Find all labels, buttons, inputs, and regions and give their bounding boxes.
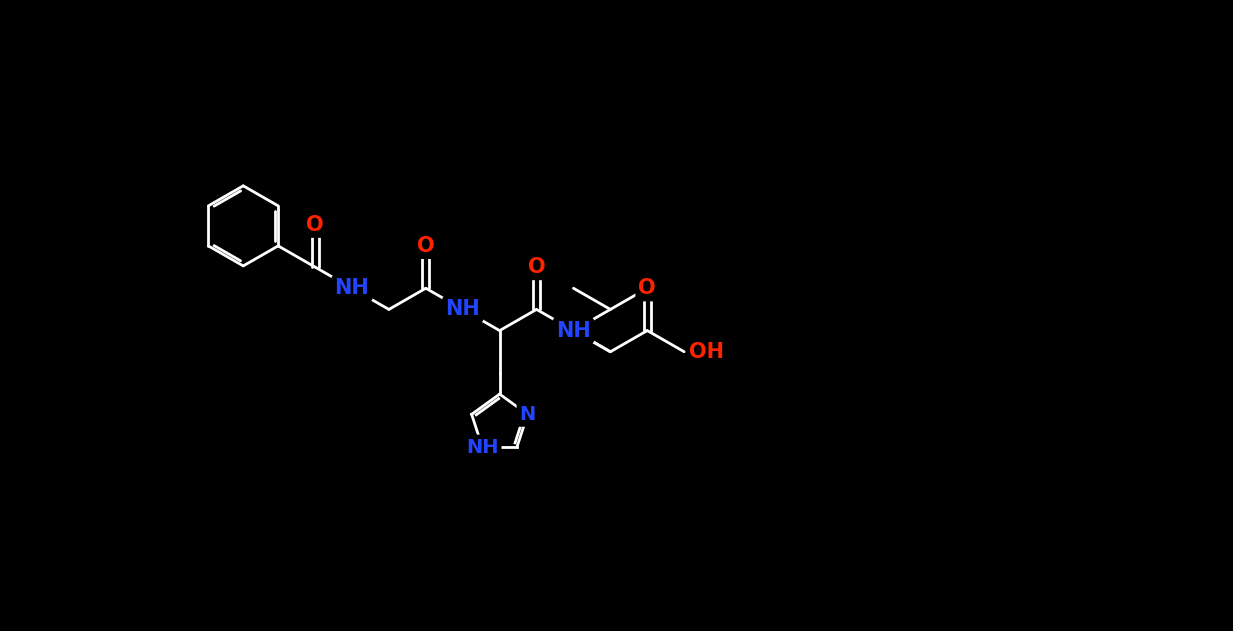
Text: NH: NH (556, 321, 591, 341)
Text: NH: NH (466, 437, 498, 457)
Text: O: O (639, 278, 656, 298)
Text: O: O (528, 257, 545, 277)
Text: NH: NH (445, 300, 480, 319)
Text: OH: OH (689, 342, 724, 362)
Text: O: O (306, 215, 324, 235)
Text: N: N (519, 405, 536, 424)
Text: O: O (417, 236, 434, 256)
Text: NH: NH (334, 278, 370, 298)
